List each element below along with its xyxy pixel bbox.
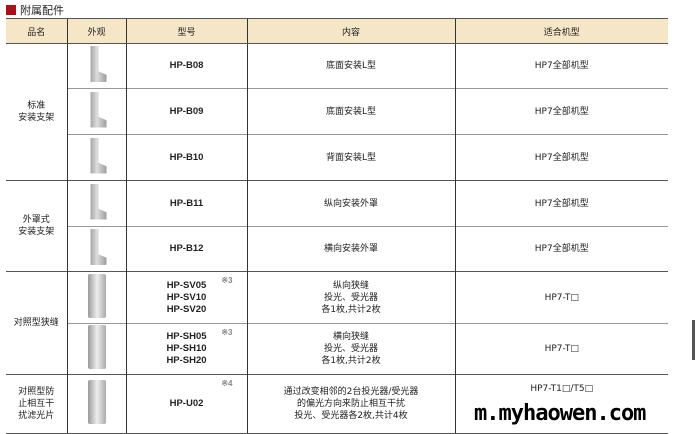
- footnote-mark: ※4: [221, 379, 233, 388]
- bracket-image-icon: [90, 137, 107, 174]
- model-number: HP-B08: [169, 60, 204, 71]
- table-row: HP-B09 底面安装L型 HP7全部机型: [6, 88, 668, 135]
- fit-model-cell: HP7-T□: [454, 323, 668, 375]
- content-cell: 底面安装L型: [246, 88, 455, 135]
- product-image: [66, 374, 126, 434]
- fit-model-cell: HP7全部机型: [454, 43, 668, 89]
- product-image: [66, 43, 126, 89]
- content-cell: 纵向狭缝 投光、受光器 各1枚,共计2枚: [246, 271, 455, 324]
- bracket-image-icon: [90, 91, 107, 128]
- fit-model-cell: HP7-T□: [454, 271, 668, 324]
- product-image: [66, 88, 126, 135]
- table-row: HP-SH05 HP-SH10 HP-SH20 ※3 横向狭缝 投光、受光器 各1枚…: [6, 323, 668, 375]
- header-content: 内容: [246, 18, 455, 44]
- table-row: HP-B12 横向安装外罩 HP7全部机型: [6, 226, 668, 272]
- content-cell: 横向狭缝 投光、受光器 各1枚,共计2枚: [246, 323, 455, 375]
- fit-model-cell: HP7全部机型: [454, 180, 668, 227]
- fit-model-cell: HP7全部机型: [454, 88, 668, 135]
- section-title: 附属配件: [6, 2, 64, 18]
- bracket-image-icon: [90, 46, 107, 82]
- product-image: [66, 271, 126, 324]
- product-image: [66, 323, 126, 375]
- bracket-image-icon: [90, 183, 107, 220]
- bracket-image-icon: [87, 325, 106, 369]
- content-cell: 通过改变相邻的2台投光器/受光器 的偏光方向来防止相互干扰 投光、受光器各2枚,…: [246, 374, 455, 434]
- table-row: HP-B10 背面安装L型 HP7全部机型: [6, 134, 668, 181]
- red-square-icon: [6, 5, 16, 15]
- watermark: m.myhaowen.com: [474, 401, 646, 426]
- product-image: [66, 226, 126, 272]
- model-number: HP-SV05 HP-SV10 HP-SV20: [166, 279, 207, 315]
- content-cell: 横向安装外罩: [246, 226, 455, 272]
- header-appearance: 外观: [66, 18, 126, 44]
- product-name: 标准 安装支架: [6, 43, 67, 181]
- model-cell: HP-B12: [125, 226, 247, 272]
- table-row: 对照型狭缝 HP-SV05 HP-SV10 HP-SV20 ※3 纵向狭缝 投光、受光…: [6, 271, 668, 375]
- model-number: HP-SH05 HP-SH10 HP-SH20: [166, 331, 207, 366]
- product-image: [66, 180, 126, 227]
- model-cell: HP-B10: [125, 134, 247, 181]
- header-model: 型号: [125, 18, 247, 44]
- fit-model-cell: HP7全部机型: [454, 226, 668, 272]
- table-row: 外罩式 安装支架 HP-B11 纵向安装外罩 HP7全部机型: [6, 180, 668, 272]
- content-cell: 底面安装L型: [246, 43, 455, 89]
- model-number: HP-B10: [169, 151, 204, 163]
- model-number: HP-U02: [169, 398, 204, 409]
- model-cell: HP-B09: [125, 88, 247, 135]
- product-name: 对照型狭缝: [6, 271, 67, 375]
- accessories-table: 品名 外观 型号 内容 适合机型 标准 安装支架 HP-B08 底面安装L型 HP7全…: [6, 18, 668, 434]
- content-cell: 纵向安装外罩: [246, 180, 455, 227]
- fit-model-cell: HP7-T1□/T5□: [454, 374, 668, 434]
- table-row: 标准 安装支架 HP-B08 底面安装L型 HP7全部机型: [6, 43, 668, 181]
- product-image: [66, 134, 126, 181]
- footnote-mark: ※3: [221, 328, 233, 337]
- product-name: 对照型防 止相互干 扰滤光片: [6, 374, 67, 434]
- model-cell: HP-SV05 HP-SV10 HP-SV20 ※3: [125, 271, 247, 324]
- bracket-image-icon: [90, 229, 107, 265]
- header-name: 品名: [6, 18, 67, 44]
- model-cell: HP-U02 ※4: [125, 374, 247, 434]
- fit-model-cell: HP7全部机型: [454, 134, 668, 181]
- header-fit: 适合机型: [454, 18, 668, 44]
- model-number: HP-B11: [169, 197, 204, 209]
- bracket-image-icon: [87, 380, 106, 424]
- model-cell: HP-B11: [125, 180, 247, 227]
- content-cell: 背面安装L型: [246, 134, 455, 181]
- model-cell: HP-SH05 HP-SH10 HP-SH20 ※3: [125, 323, 247, 375]
- product-name: 外罩式 安装支架: [6, 180, 67, 272]
- model-number: HP-B09: [169, 105, 204, 117]
- edge-bar: [692, 320, 695, 360]
- model-number: HP-B12: [169, 243, 204, 254]
- table-row: 对照型防 止相互干 扰滤光片 HP-U02 ※4 通过改变相邻的2台投光器/受光器 的…: [6, 374, 668, 434]
- footnote-mark: ※3: [221, 276, 233, 285]
- model-cell: HP-B08: [125, 43, 247, 89]
- bracket-image-icon: [87, 273, 106, 318]
